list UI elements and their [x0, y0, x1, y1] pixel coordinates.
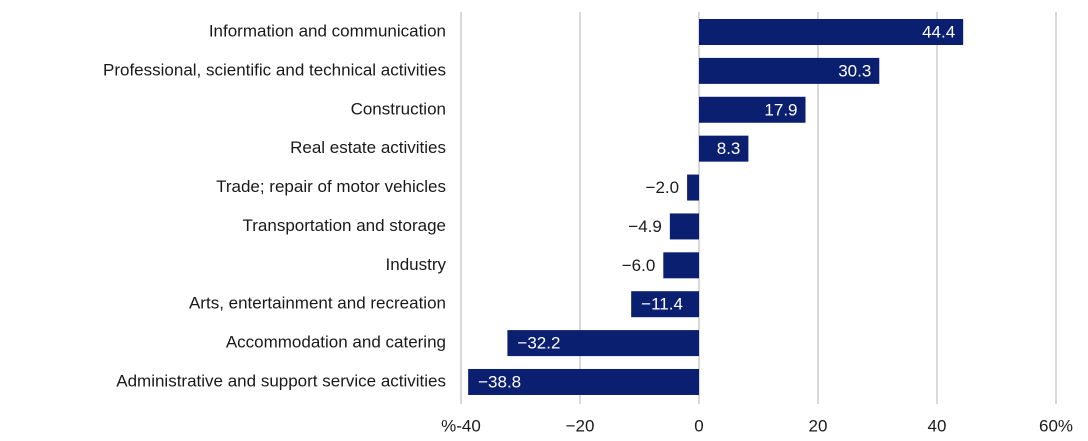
bar [631, 291, 699, 318]
value-label: −32.2 [517, 334, 560, 353]
bar [468, 368, 699, 395]
y-tick-label: Information and communication [209, 21, 446, 40]
y-tick-label: Trade; repair of motor vehicles [216, 177, 446, 196]
value-label: −6.0 [622, 256, 656, 275]
y-tick-label: Industry [386, 255, 447, 274]
value-label: −38.8 [478, 372, 521, 391]
value-label: 44.4 [922, 22, 955, 41]
value-label: 17.9 [764, 100, 797, 119]
y-tick-label: Arts, entertainment and recreation [189, 294, 446, 313]
bar [699, 135, 749, 162]
y-tick-label: Professional, scientific and technical a… [103, 60, 446, 79]
bar [663, 252, 699, 279]
value-label: −4.9 [628, 217, 662, 236]
y-tick-label: Construction [351, 99, 446, 118]
value-label: −11.4 [641, 295, 683, 314]
bar [687, 174, 699, 201]
bar [699, 96, 806, 123]
y-tick-label: Real estate activities [290, 138, 446, 157]
value-label: 8.3 [717, 139, 741, 158]
x-tick-label: −20 [566, 416, 595, 435]
bar [699, 57, 880, 84]
y-tick-label: Administrative and support service activ… [116, 371, 446, 390]
x-tick-label: 60% [1039, 416, 1073, 435]
value-label: 30.3 [838, 61, 871, 80]
x-tick-label: %-40 [441, 416, 481, 435]
bar [507, 330, 699, 357]
y-tick-label: Transportation and storage [243, 216, 447, 235]
x-tick-label: 40 [928, 416, 947, 435]
x-tick-label: 20 [809, 416, 828, 435]
value-label: −2.0 [646, 178, 680, 197]
y-tick-label: Accommodation and catering [226, 333, 446, 352]
bar [669, 213, 699, 240]
x-tick-label: 0 [694, 416, 703, 435]
bar [699, 19, 964, 45]
